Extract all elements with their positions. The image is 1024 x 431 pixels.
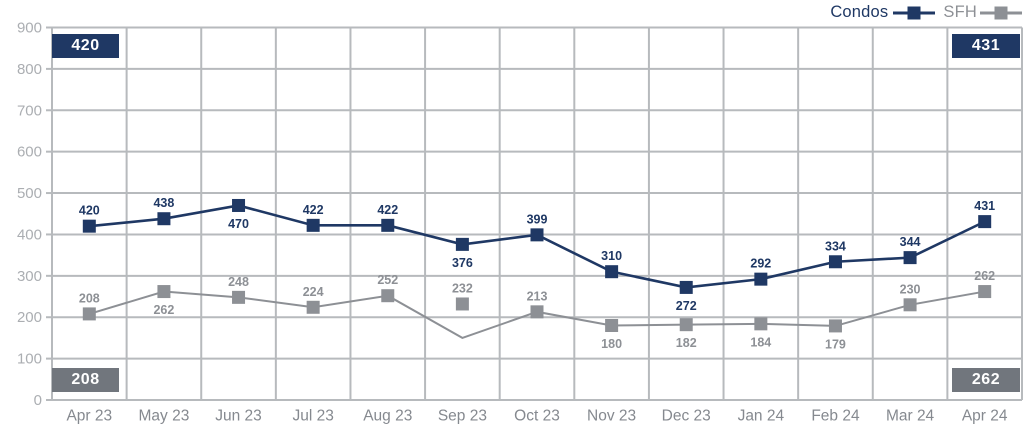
condos-data-label: 272 bbox=[676, 299, 697, 313]
condos-marker bbox=[754, 272, 768, 286]
x-axis-label: Sep 23 bbox=[438, 408, 487, 425]
condos-marker bbox=[381, 218, 395, 232]
sfh-data-label: 224 bbox=[303, 285, 324, 299]
y-axis-label: 200 bbox=[17, 309, 42, 326]
sfh-data-label: 248 bbox=[228, 275, 249, 289]
y-axis-label: 300 bbox=[17, 268, 42, 285]
condos-data-label: 422 bbox=[377, 203, 398, 217]
condos-marker bbox=[455, 237, 469, 251]
sfh-marker bbox=[679, 318, 693, 332]
sfh-data-label: 184 bbox=[750, 335, 771, 349]
y-axis-label: 0 bbox=[34, 392, 42, 409]
condos-data-label: 310 bbox=[601, 249, 622, 263]
sfh-marker bbox=[903, 298, 917, 312]
condos-data-label: 470 bbox=[228, 217, 249, 231]
x-axis-label: Apr 23 bbox=[66, 408, 112, 425]
x-axis-label: Jul 23 bbox=[292, 408, 333, 425]
condos-data-label: 334 bbox=[825, 239, 846, 253]
x-axis-label: Dec 23 bbox=[662, 408, 711, 425]
sfh-data-label: 232 bbox=[452, 281, 473, 295]
x-axis-label: Jun 23 bbox=[215, 408, 262, 425]
condos-data-label: 344 bbox=[900, 235, 921, 249]
y-axis-label: 100 bbox=[17, 351, 42, 368]
condos-marker bbox=[828, 255, 842, 269]
sfh-marker bbox=[381, 289, 395, 303]
x-axis-label: Aug 23 bbox=[363, 408, 412, 425]
condos-data-label: 292 bbox=[750, 257, 771, 271]
x-axis-label: Mar 24 bbox=[886, 408, 935, 425]
condos-marker bbox=[306, 218, 320, 232]
sfh-marker bbox=[530, 305, 544, 319]
condos-marker bbox=[679, 280, 693, 294]
condos-data-label: 399 bbox=[527, 212, 548, 226]
sfh-data-label: 208 bbox=[79, 291, 100, 305]
y-axis-label: 600 bbox=[17, 144, 42, 161]
badge-first-value-condos: 420 bbox=[52, 34, 119, 58]
sfh-marker bbox=[605, 319, 619, 332]
condos-data-label: 376 bbox=[452, 256, 473, 270]
condos-marker bbox=[903, 251, 917, 265]
y-axis-label: 500 bbox=[17, 185, 42, 202]
y-axis-label: 900 bbox=[17, 20, 42, 37]
condos-data-label: 422 bbox=[303, 203, 324, 217]
legend-label-condos: Condos bbox=[830, 3, 889, 21]
badge-first-value-sfh: 208 bbox=[52, 368, 119, 392]
sfh-marker bbox=[306, 300, 320, 314]
sfh-marker bbox=[82, 307, 96, 321]
sfh-data-label: 262 bbox=[974, 269, 995, 283]
sfh-data-label: 252 bbox=[377, 273, 398, 287]
badge-last-value-sfh: 262 bbox=[952, 368, 1020, 392]
sfh-marker bbox=[978, 285, 992, 299]
x-axis-label: Jan 24 bbox=[738, 408, 785, 425]
x-axis-label: Nov 23 bbox=[587, 408, 636, 425]
condos-data-label: 420 bbox=[79, 204, 100, 218]
sfh-marker bbox=[455, 297, 469, 311]
y-axis-label: 800 bbox=[17, 61, 42, 78]
legend-label-sfh: SFH bbox=[943, 3, 977, 21]
x-axis-label: Apr 24 bbox=[962, 408, 1008, 425]
sfh-marker bbox=[232, 290, 246, 304]
x-axis-label: May 23 bbox=[139, 408, 190, 425]
sfh-marker bbox=[157, 285, 171, 299]
condos-marker bbox=[232, 198, 246, 212]
legend: Condos SFH bbox=[830, 3, 1022, 22]
sfh-data-label: 182 bbox=[676, 336, 697, 350]
sfh-data-label: 180 bbox=[601, 337, 622, 351]
badge-last-value-condos: 431 bbox=[952, 34, 1020, 58]
condos-marker bbox=[82, 219, 96, 233]
sfh-marker bbox=[828, 319, 842, 333]
condos-marker bbox=[530, 228, 544, 242]
sfh-data-label: 179 bbox=[825, 337, 846, 351]
sfh-line-marker-icon bbox=[980, 6, 1022, 19]
x-axis-label: Feb 24 bbox=[811, 408, 860, 425]
sfh-data-label: 213 bbox=[527, 289, 548, 303]
condos-line-marker-icon bbox=[893, 6, 936, 19]
condos-data-label: 438 bbox=[153, 196, 174, 210]
x-axis-label: Oct 23 bbox=[514, 408, 560, 425]
y-axis-label: 400 bbox=[17, 226, 42, 243]
condos-marker bbox=[978, 215, 992, 229]
sfh-data-label: 262 bbox=[153, 303, 174, 317]
condos-marker bbox=[605, 265, 619, 279]
condos-data-label: 431 bbox=[974, 199, 995, 213]
sfh-marker bbox=[754, 317, 768, 331]
sfh-data-label: 230 bbox=[900, 282, 921, 296]
condos-marker bbox=[157, 212, 171, 226]
y-axis-label: 700 bbox=[17, 102, 42, 119]
